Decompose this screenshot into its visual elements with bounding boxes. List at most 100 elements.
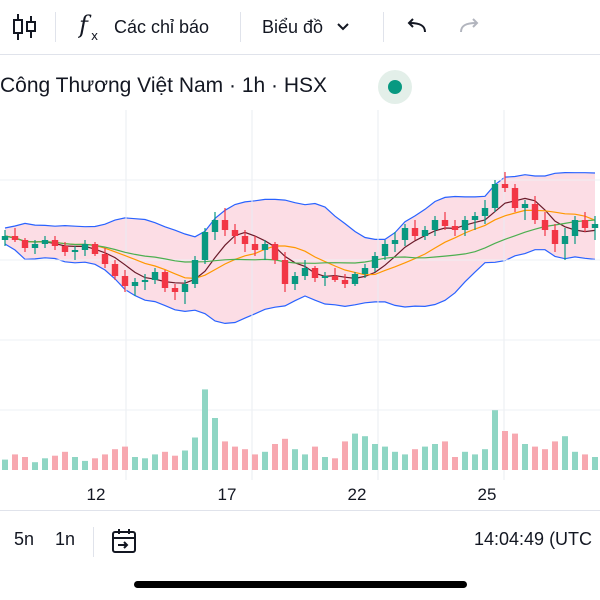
candle (51, 236, 59, 250)
toolbar-divider (55, 12, 56, 42)
clock-readout[interactable]: 14:04:49 (UTC (474, 529, 593, 549)
indicators-button[interactable]: f x Các chỉ báo (78, 0, 209, 54)
candle (271, 242, 279, 264)
time-axis: 12 17 22 25 (87, 485, 497, 504)
home-indicator (134, 581, 467, 588)
volume-bar (292, 449, 298, 470)
timeframe-1n[interactable]: 1n (55, 529, 76, 549)
candle (171, 284, 179, 300)
candle-body (511, 188, 519, 208)
candle-body (11, 236, 19, 240)
candle (301, 260, 309, 280)
candle (91, 242, 99, 256)
candle (191, 256, 199, 288)
toolbar-divider (383, 12, 384, 42)
volume-bar (252, 454, 258, 470)
symbol-title: Công Thương Việt Nam · 1h · HSX (0, 74, 328, 97)
candle-body (121, 276, 129, 286)
candle-body (501, 184, 509, 188)
candle-body (181, 284, 189, 292)
symbol-header[interactable]: Công Thương Việt Nam · 1h · HSX (0, 64, 327, 108)
volume-bar (272, 444, 278, 470)
candle (1, 230, 9, 246)
candle-body (431, 220, 439, 230)
candle-body (521, 204, 529, 208)
volume-bar (442, 441, 448, 470)
chart-type-dropdown[interactable]: Biểu đồ (262, 0, 351, 54)
volume-bar (132, 457, 138, 470)
volume-bar (592, 457, 598, 470)
volume-bar (492, 410, 498, 470)
volume-bar (402, 454, 408, 470)
candle (531, 196, 539, 224)
volume-bar (382, 446, 388, 470)
volume-bar (62, 451, 68, 470)
undo-icon (407, 18, 426, 33)
volume-bar (432, 444, 438, 470)
candle-body (131, 282, 139, 286)
volume-bar (362, 436, 368, 470)
volume-bar (422, 446, 428, 470)
volume-bar (172, 455, 178, 470)
redo-button[interactable] (458, 0, 482, 54)
bottom-divider (93, 527, 94, 557)
candle (561, 228, 569, 260)
candle-body (111, 264, 119, 276)
candle (81, 240, 89, 256)
candle-body (341, 280, 349, 284)
candle-body (261, 244, 269, 250)
undo-button[interactable] (404, 0, 428, 54)
candle-body (421, 230, 429, 236)
candle (31, 240, 39, 254)
market-status-indicator[interactable] (378, 70, 412, 104)
candle-body (361, 268, 369, 274)
moving-average-line (4, 219, 596, 264)
time-axis-label: 17 (218, 485, 237, 504)
candle (391, 232, 399, 252)
candle (411, 220, 419, 240)
band-fill (5, 172, 595, 324)
chevron-down-icon (337, 23, 349, 31)
volume-bar (42, 458, 48, 470)
timeframe-5n[interactable]: 5n (14, 529, 35, 549)
candle (461, 216, 469, 236)
candle-body (1, 236, 9, 240)
chart-type-label: Biểu đồ (262, 16, 324, 37)
volume-bar (262, 451, 268, 470)
candle-body (401, 228, 409, 240)
candle (591, 216, 599, 240)
candlestick-type-button[interactable] (10, 0, 38, 54)
volume-histogram (2, 389, 598, 470)
candle (101, 248, 109, 268)
go-to-date-icon[interactable] (110, 527, 140, 555)
candle (61, 242, 69, 256)
candle-body (551, 230, 559, 244)
candle (71, 246, 79, 260)
candle (361, 264, 369, 278)
candle-body (71, 250, 79, 252)
candle (131, 278, 139, 296)
volume-bar (32, 462, 38, 470)
candle-body (541, 220, 549, 230)
candle (451, 220, 459, 236)
price-chart[interactable]: 12 17 22 25 (0, 110, 600, 510)
volume-bar (482, 449, 488, 470)
candle (181, 280, 189, 304)
volume-bar (222, 441, 228, 470)
candle (381, 240, 389, 260)
candle-body (351, 274, 359, 284)
volume-bar (332, 458, 338, 470)
candle-body (291, 276, 299, 284)
candle-body (201, 232, 209, 260)
volume-bar (202, 389, 208, 470)
status-dot (388, 80, 402, 94)
candle-body (191, 260, 199, 284)
candle-body (441, 220, 449, 226)
bottom-bar: 5n 1n 14:04:49 (UTC (0, 510, 600, 575)
volume-bar (52, 455, 58, 470)
svg-text:f: f (78, 11, 92, 39)
candle-body (381, 244, 389, 256)
moving-averages (4, 197, 596, 284)
candle (231, 224, 239, 244)
candle (401, 224, 409, 246)
